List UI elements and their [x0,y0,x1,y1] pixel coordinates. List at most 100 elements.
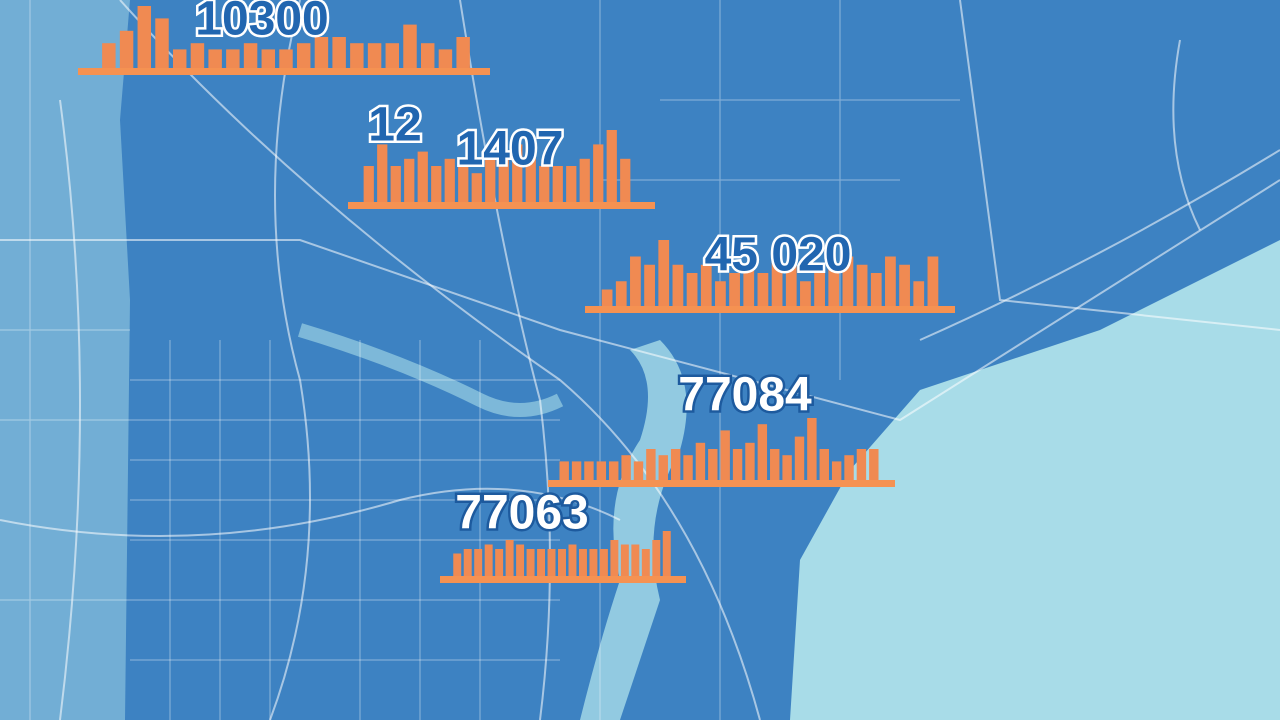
overlay-label: 77063 [455,487,588,540]
bar [279,49,293,68]
bar [568,544,577,576]
canal [297,323,564,417]
bar [870,273,882,306]
bar [559,461,569,480]
bar [606,130,617,202]
bar [770,449,780,480]
bar [438,49,453,68]
bar [771,256,783,306]
bar [578,549,587,576]
bar [842,256,854,306]
bar [828,264,840,306]
bar [593,144,604,202]
bar [670,449,681,480]
bar [683,455,693,480]
bar [610,540,619,576]
bar [601,289,613,306]
bar [537,549,546,576]
bar [589,549,598,576]
bar [729,273,740,306]
bar [558,549,566,576]
baseline [585,306,955,313]
bar [807,418,817,480]
bar [844,455,854,480]
bar [243,43,258,68]
bar [458,166,469,202]
overlay-sublabel: 1407 [457,123,564,176]
bar [609,461,619,480]
bar [417,151,428,202]
bar [927,256,939,306]
bar [484,544,493,576]
bar [599,549,608,576]
bar [155,18,169,68]
bar [456,37,470,68]
bar [708,449,718,480]
baseline [440,576,686,583]
bar [471,173,482,202]
bar [633,461,644,480]
bar [377,144,388,202]
bar [620,544,629,576]
bar [745,442,755,480]
bar [495,549,504,576]
bar [552,166,563,202]
bar [631,544,640,576]
bar [672,264,684,306]
bar [453,553,462,576]
bar [190,43,205,68]
bar [431,166,442,202]
overlays: 10300 12 1407 45 020 77084 77063 [78,0,955,583]
bar [856,264,868,306]
bar [644,264,655,306]
bar [899,264,910,306]
bar [658,240,670,306]
overlay-label: 12 [368,99,421,152]
bar [913,281,925,306]
bar [620,158,631,202]
west-plain [0,0,130,720]
bar [505,540,514,576]
bar [800,281,811,306]
bar [512,144,523,202]
bar [208,49,222,68]
bar [363,166,374,202]
bar [646,449,656,480]
bar [485,158,496,202]
bar [420,43,435,68]
bar [720,430,730,480]
bar [641,549,650,576]
bar [474,549,483,576]
bar [403,24,417,69]
bar [314,37,329,68]
bar [686,273,698,306]
bar [525,151,536,202]
bar [856,449,867,480]
bar [390,166,401,202]
bar [226,49,240,68]
bar [695,442,706,480]
baseline [78,68,490,75]
bar [119,30,134,68]
bar [794,436,805,480]
bar [137,6,152,68]
bar [526,549,535,576]
bar [658,455,668,480]
bar [831,461,842,480]
bar [547,549,556,576]
bar [571,461,582,480]
bar [584,461,594,480]
sea [790,240,1280,720]
bar [652,540,661,576]
overlay-label: 77084 [678,369,812,422]
bar [498,158,509,202]
bar [630,256,641,306]
bar [621,455,631,480]
bar [261,49,276,68]
overlay-label: 10300 [195,0,328,46]
bar [444,158,455,202]
bar [819,449,829,480]
baseline [348,202,655,209]
bar [404,158,415,202]
